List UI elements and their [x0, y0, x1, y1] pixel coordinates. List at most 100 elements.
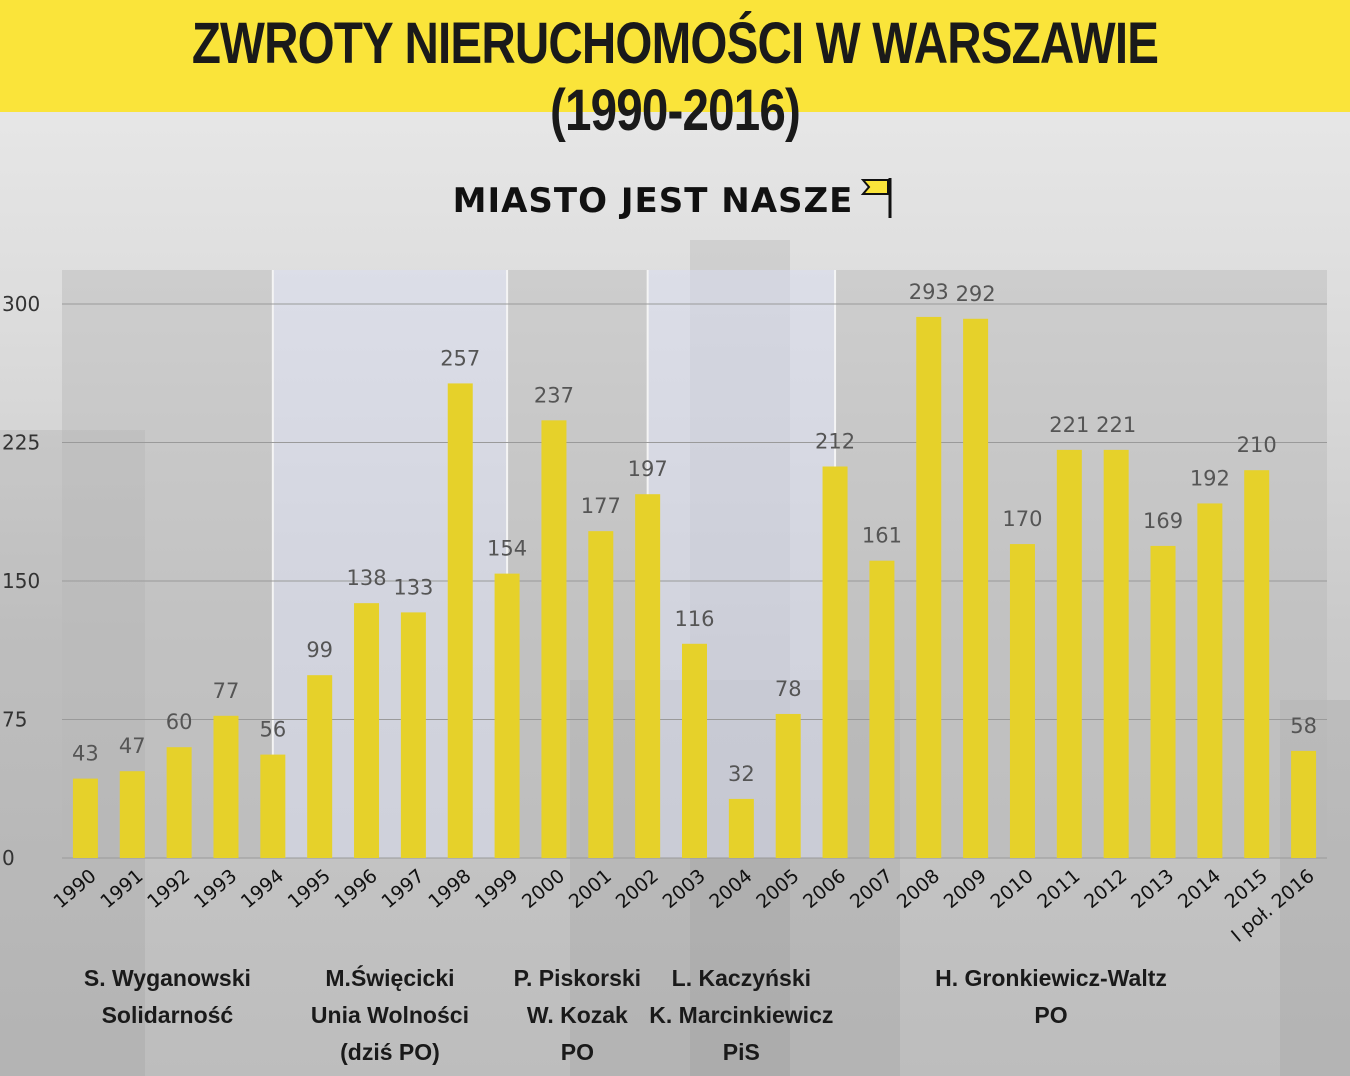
mayor-caption-line: Unia Wolności: [310, 1002, 469, 1028]
data-label: 78: [775, 677, 802, 701]
mayor-caption-line: PiS: [722, 1039, 760, 1065]
data-label: 170: [1002, 507, 1042, 531]
chart-title: ZWROTY NIERUCHOMOŚCI W WARSZAWIE (1990-2…: [191, 11, 1159, 143]
mayor-caption-line: S. Wyganowski: [83, 965, 251, 991]
data-label: 257: [440, 346, 480, 370]
x-tick-label: 2003: [659, 865, 710, 913]
x-tick-label: 2007: [846, 865, 897, 913]
y-tick-label: 225: [2, 431, 40, 455]
y-tick-label: 300: [2, 292, 40, 316]
bar: [354, 603, 380, 858]
data-label: 58: [1290, 714, 1317, 738]
x-tick-label: 2010: [986, 865, 1037, 913]
mayor-period-caption: L. Kaczyński K. Marcinkiewicz PiS: [611, 960, 871, 1071]
bar: [166, 747, 192, 858]
x-tick-label: 1992: [143, 865, 194, 913]
x-tick-label: 2012: [1080, 865, 1131, 913]
x-tick-label: 2004: [705, 865, 756, 913]
background-building-left: [0, 430, 145, 1076]
mayor-caption-line: H. Gronkiewicz-Waltz: [935, 965, 1167, 991]
bar: [588, 531, 614, 858]
data-label: 212: [815, 430, 855, 454]
y-tick-label: 150: [2, 569, 40, 593]
bar: [869, 560, 895, 858]
bar: [1244, 470, 1270, 858]
data-label: 138: [346, 566, 386, 590]
x-tick-label: 2002: [612, 865, 663, 913]
data-label: 60: [166, 710, 193, 734]
mayor-caption-line: M.Święcicki: [325, 965, 455, 991]
x-tick-label: 2014: [1174, 865, 1225, 913]
mayor-caption-line: Solidarność: [101, 1002, 234, 1028]
mayor-period-caption: H. Gronkiewicz-Waltz PO: [921, 960, 1181, 1034]
data-label: 56: [259, 718, 286, 742]
bar: [1197, 503, 1223, 858]
bar: [635, 494, 661, 858]
data-label: 43: [72, 742, 99, 766]
period-band: [647, 270, 836, 858]
x-tick-label: 1998: [424, 865, 475, 913]
bar: [775, 713, 801, 858]
bar: [260, 754, 286, 858]
x-tick-label: 2011: [1033, 865, 1084, 913]
data-label: 47: [119, 734, 146, 758]
bar: [1150, 545, 1176, 858]
data-label: 99: [306, 638, 333, 662]
mayor-caption-line: (dziś PO): [340, 1039, 440, 1065]
bar: [494, 573, 520, 858]
data-label: 177: [581, 494, 621, 518]
bar: [728, 798, 754, 858]
data-label: 192: [1190, 466, 1230, 490]
y-tick-label: 0: [2, 846, 15, 870]
data-label: 161: [862, 524, 902, 548]
data-label: 154: [487, 537, 527, 561]
data-label: 116: [674, 607, 714, 631]
data-label: 210: [1237, 433, 1277, 457]
mayor-caption-line: PO: [1034, 1002, 1068, 1028]
data-label: 77: [213, 679, 240, 703]
bar: [119, 771, 145, 858]
data-label: 293: [909, 280, 949, 304]
bar: [822, 466, 848, 858]
bar: [1291, 750, 1317, 858]
period-band: [507, 270, 648, 858]
mayor-caption-line: L. Kaczyński: [671, 965, 812, 991]
flag-icon: [861, 178, 892, 218]
mayor-period-caption: S. Wyganowski Solidarność: [37, 960, 297, 1034]
bar: [213, 715, 239, 858]
x-tick-label: 2008: [893, 865, 944, 913]
x-tick-label: 2006: [799, 865, 850, 913]
data-label: 221: [1096, 413, 1136, 437]
bar: [72, 778, 98, 858]
mayor-period-caption: P. Piskorski W. Kozak PO: [447, 960, 707, 1071]
x-tick-label: 1996: [331, 865, 382, 913]
x-tick-label: 1997: [377, 865, 428, 913]
mayor-caption-line: PO: [560, 1039, 594, 1065]
x-tick-label: 1993: [190, 865, 241, 913]
bar: [682, 643, 707, 858]
y-tick-label: 75: [2, 708, 27, 732]
x-tick-label: 1990: [49, 865, 100, 913]
data-label: 237: [534, 383, 574, 407]
x-tick-label: 2013: [1127, 865, 1178, 913]
mayor-period-caption: M.Święcicki Unia Wolności (dziś PO): [260, 960, 520, 1071]
title-banner: ZWROTY NIERUCHOMOŚCI W WARSZAWIE (1990-2…: [0, 0, 1350, 143]
x-tick-label: 2000: [518, 865, 569, 913]
mayor-caption-line: W. Kozak: [526, 1002, 628, 1028]
bar: [1103, 449, 1129, 858]
mayor-caption-line: K. Marcinkiewicz: [649, 1002, 834, 1028]
x-tick-label: 1991: [96, 865, 147, 913]
x-tick-label: 1999: [471, 865, 522, 913]
data-label: 197: [628, 457, 668, 481]
data-label: 221: [1049, 413, 1089, 437]
bar: [541, 420, 567, 858]
mayor-caption-line: P. Piskorski: [513, 965, 642, 991]
data-label: 169: [1143, 509, 1183, 533]
x-tick-label: 1994: [237, 865, 288, 913]
data-label: 32: [728, 762, 755, 786]
brand-logo-text: MIASTO JEST NASZE: [452, 181, 854, 221]
x-tick-label: 2005: [752, 865, 803, 913]
data-label: 292: [956, 282, 996, 306]
data-label: 133: [393, 575, 433, 599]
